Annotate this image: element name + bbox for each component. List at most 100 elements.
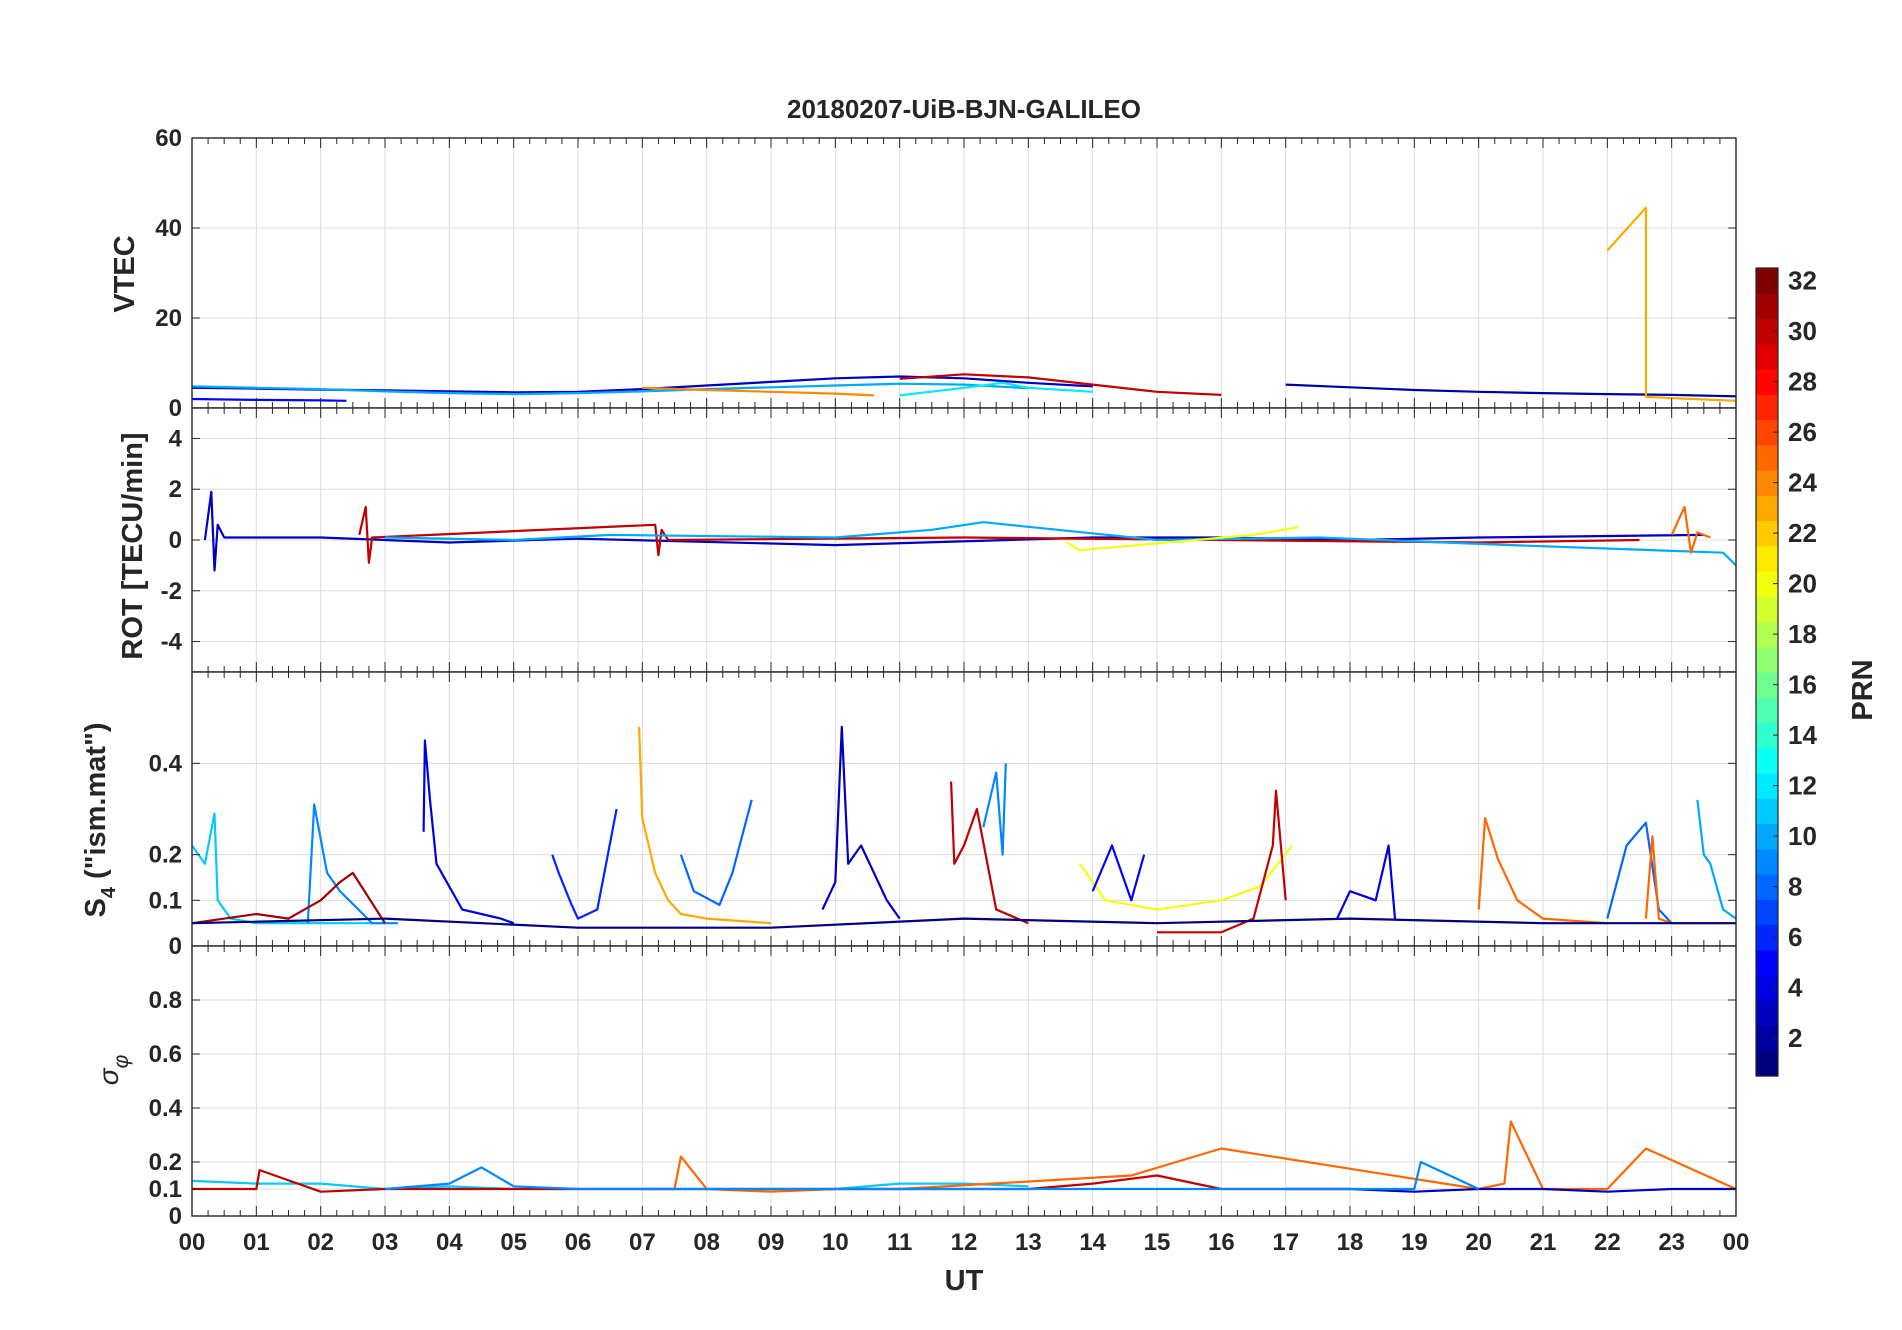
colorbar-swatch bbox=[1756, 722, 1778, 749]
series-line-prn-23 bbox=[1606, 206, 1736, 402]
x-tick-label: 19 bbox=[1401, 1229, 1428, 1256]
x-tick-label: 03 bbox=[372, 1229, 399, 1256]
colorbar-swatch bbox=[1756, 470, 1778, 496]
x-tick-label: 23 bbox=[1658, 1229, 1685, 1256]
y-tick-label: 0 bbox=[169, 1203, 182, 1230]
colorbar-swatch bbox=[1756, 444, 1778, 471]
series-line-prn-4 bbox=[1336, 844, 1397, 920]
y-tick-label: 4 bbox=[169, 425, 183, 452]
colorbar-swatch bbox=[1756, 773, 1778, 799]
x-tick-label: 22 bbox=[1594, 1229, 1621, 1256]
svg-text:σφ: σφ bbox=[93, 1054, 133, 1085]
colorbar-swatch bbox=[1756, 343, 1778, 370]
colorbar-tick-label: 32 bbox=[1788, 266, 1817, 296]
x-tick-label: 06 bbox=[565, 1229, 592, 1256]
y-tick-label: 40 bbox=[155, 215, 182, 242]
colorbar-swatch bbox=[1756, 268, 1778, 294]
colorbar-tick-label: 20 bbox=[1788, 569, 1817, 599]
colorbar-swatch bbox=[1756, 293, 1778, 320]
colorbar-tick-label: 28 bbox=[1788, 367, 1817, 397]
colorbar-swatch bbox=[1756, 596, 1778, 623]
x-tick-label: 10 bbox=[822, 1229, 849, 1256]
colorbar-tick-label: 16 bbox=[1788, 670, 1817, 700]
series-line-prn-24 bbox=[642, 386, 874, 397]
series-line-prn-20 bbox=[1078, 844, 1293, 911]
colorbar-swatch bbox=[1756, 798, 1778, 825]
colorbar-swatch bbox=[1756, 318, 1778, 345]
y-tick-label: 2 bbox=[169, 476, 182, 503]
colorbar-swatch bbox=[1756, 672, 1778, 698]
series-line-prn-30 bbox=[358, 505, 1640, 564]
y-tick-label: -2 bbox=[161, 578, 182, 605]
colorbar-tick-label: 4 bbox=[1788, 973, 1803, 1003]
series-line-prn-9 bbox=[306, 803, 398, 925]
colorbar-swatch bbox=[1756, 848, 1778, 875]
colorbar-swatch bbox=[1756, 949, 1778, 976]
colorbar-swatch bbox=[1756, 697, 1778, 724]
series-line-prn-12 bbox=[899, 381, 1093, 397]
series-line-prn-9 bbox=[982, 763, 1007, 856]
y-tick-label: 20 bbox=[155, 305, 182, 332]
series-line-prn-20 bbox=[1066, 526, 1299, 552]
y-tick-label: 0 bbox=[169, 527, 182, 554]
sigma-phi-panel: 00.10.2 0.4 0.6 0.8 00 01 02 03 04 05 06 07 08 09 10 11… bbox=[149, 945, 1750, 1256]
series-line-prn-31 bbox=[192, 871, 386, 925]
series-line-prn-10 bbox=[1696, 799, 1736, 920]
rot-panel: -4 -2 0 2 4 bbox=[161, 407, 1737, 673]
svg-text:S4 ("ism.mat"): S4 ("ism.mat") bbox=[80, 723, 120, 918]
series-line-prn-25 bbox=[1670, 505, 1711, 554]
series-line-prn-30 bbox=[950, 781, 1029, 925]
y-tick-label: 0.2 bbox=[149, 842, 182, 869]
series-line-prn-30 bbox=[899, 373, 1222, 396]
series-line-prn-5 bbox=[1091, 844, 1146, 902]
y-tick-label: 0.4 bbox=[149, 750, 183, 777]
colorbar-swatch bbox=[1756, 571, 1778, 597]
x-tick-label: 01 bbox=[243, 1229, 270, 1256]
y-tick-label: 0.1 bbox=[149, 887, 182, 914]
colorbar-swatch bbox=[1756, 823, 1778, 850]
x-tick-label: 07 bbox=[629, 1229, 656, 1256]
y-tick-label: 0.8 bbox=[149, 987, 182, 1014]
colorbar-label: PRN bbox=[1847, 659, 1879, 720]
series-line-prn-3 bbox=[821, 725, 901, 920]
series-line-prn-5 bbox=[192, 397, 347, 402]
colorbar-swatch bbox=[1756, 1000, 1778, 1027]
colorbar-tick-label: 22 bbox=[1788, 518, 1817, 548]
y-tick-label: 0.2 bbox=[149, 1149, 182, 1176]
series-line-prn-8 bbox=[679, 799, 753, 907]
y-tick-label: 0 bbox=[169, 933, 182, 960]
colorbar-tick-label: 26 bbox=[1788, 417, 1817, 447]
colorbar-tick-label: 24 bbox=[1788, 468, 1817, 498]
colorbar-tick-label: 14 bbox=[1788, 720, 1817, 750]
x-tick-label: 00 bbox=[1723, 1229, 1750, 1256]
rot-ylabel: ROT [TECU/min] bbox=[117, 432, 149, 659]
colorbar-swatch bbox=[1756, 621, 1778, 648]
y-tick-label: -4 bbox=[161, 629, 183, 656]
x-tick-label: 04 bbox=[436, 1229, 463, 1256]
x-tick-label: 02 bbox=[307, 1229, 334, 1256]
sigma-phi-ylabel: σφ bbox=[93, 1054, 133, 1085]
x-tick-label: 16 bbox=[1208, 1229, 1235, 1256]
x-tick-label: 21 bbox=[1530, 1229, 1557, 1256]
colorbar-tick-label: 8 bbox=[1788, 872, 1802, 902]
x-tick-label: 17 bbox=[1272, 1229, 1299, 1256]
x-tick-label: 15 bbox=[1144, 1229, 1171, 1256]
x-tick-label: 13 bbox=[1015, 1229, 1042, 1256]
y-tick-label: 60 bbox=[155, 125, 182, 152]
colorbar-tick-label: 12 bbox=[1788, 771, 1817, 801]
x-tick-label: 12 bbox=[951, 1229, 978, 1256]
series-line-prn-11 bbox=[192, 812, 385, 925]
series-line-prn-6 bbox=[551, 808, 618, 920]
colorbar-swatch bbox=[1756, 975, 1778, 1001]
x-tick-label: 00 bbox=[179, 1229, 206, 1256]
colorbar-swatch bbox=[1756, 924, 1778, 951]
series-line-prn-10 bbox=[384, 521, 1736, 567]
y-tick-label: 0.6 bbox=[149, 1041, 182, 1068]
series-line-prn-30 bbox=[1157, 789, 1287, 934]
series-line-prn-4 bbox=[422, 739, 515, 925]
s4-panel: 0 0.1 0.2 0.4 bbox=[149, 671, 1737, 960]
colorbar-swatch bbox=[1756, 369, 1778, 395]
colorbar-tick-label: 6 bbox=[1788, 922, 1802, 952]
colorbar-swatch bbox=[1756, 646, 1778, 673]
